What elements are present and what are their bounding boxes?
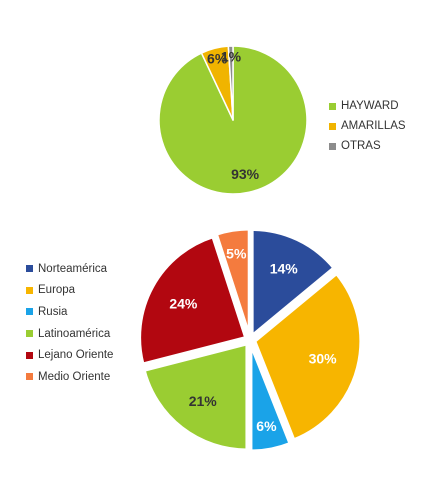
legend-swatch — [329, 142, 336, 150]
data-label: 24% — [169, 295, 198, 311]
legend-swatch — [26, 286, 33, 294]
pie-slice-latinoamérica — [142, 342, 249, 452]
legend-top: HAYWARD AMARILLAS OTRAS — [329, 96, 406, 156]
legend-swatch — [26, 351, 33, 359]
legend-label: Medio Oriente — [38, 370, 111, 383]
pie-slice-lejano-oriente — [138, 235, 248, 366]
legend-item: Europa — [26, 280, 113, 302]
pie-slice-medio-oriente — [214, 227, 251, 337]
legend-item: Lejano Oriente — [26, 344, 113, 366]
legend-item: Rusia — [26, 301, 113, 323]
pie-slice-otras — [227, 45, 234, 121]
data-label: 30% — [309, 351, 338, 367]
legend-bottom: Norteamérica Europa Rusia Latinoamérica … — [26, 258, 113, 388]
legend-swatch — [26, 308, 33, 316]
legend-item: Norteamérica — [26, 258, 113, 280]
legend-swatch — [329, 102, 336, 110]
legend-item: Latinoamérica — [26, 323, 113, 345]
pie-slice-rusia — [249, 343, 292, 453]
pie-slice-europa — [253, 272, 363, 442]
data-label: 6% — [256, 418, 277, 434]
legend-item: OTRAS — [329, 136, 406, 156]
legend-label: Latinoamérica — [38, 327, 111, 340]
legend-label: OTRAS — [341, 140, 381, 152]
data-label: 6% — [207, 50, 228, 66]
legend-swatch — [26, 373, 33, 381]
data-label: 93% — [231, 166, 260, 182]
pie-chart-bottom: 14% 30% 6% 21% 24% 5% — [138, 227, 363, 453]
data-label: 1% — [221, 48, 242, 64]
legend-label: HAYWARD — [341, 100, 399, 112]
legend-item: Medio Oriente — [26, 366, 113, 388]
legend-swatch — [329, 122, 336, 130]
legend-item: AMARILLAS — [329, 116, 406, 136]
legend-label: Norteamérica — [38, 262, 108, 275]
legend-label: Europa — [38, 284, 76, 297]
legend-item: HAYWARD — [329, 96, 406, 116]
pie-slice-norteamérica — [250, 227, 336, 337]
legend-label: Lejano Oriente — [38, 349, 114, 362]
data-label: 5% — [226, 245, 247, 261]
data-label: 14% — [270, 260, 299, 276]
legend-swatch — [26, 265, 33, 273]
legend-swatch — [26, 330, 33, 338]
legend-label: Rusia — [38, 305, 68, 318]
pie-chart-top: 93% 6%1% — [158, 45, 308, 195]
data-label: 21% — [189, 393, 218, 409]
legend-label: AMARILLAS — [341, 120, 406, 132]
